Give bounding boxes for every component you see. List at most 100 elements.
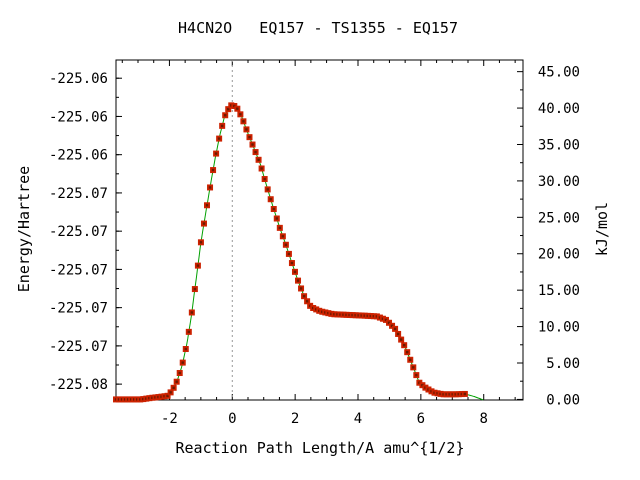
left-tick-label: -225.07 — [49, 224, 108, 240]
data-point-core — [220, 124, 224, 128]
data-point-core — [315, 308, 318, 311]
data-point-core — [439, 392, 442, 396]
data-point-core — [154, 396, 157, 399]
x-tick-label: -2 — [161, 411, 178, 427]
data-point-core — [242, 120, 245, 123]
data-point-core — [433, 391, 436, 394]
data-point-core — [384, 318, 388, 322]
data-point-core — [214, 152, 218, 155]
data-point-core — [211, 168, 215, 172]
data-point-core — [281, 235, 285, 238]
data-point-core — [324, 311, 327, 314]
data-point-core — [178, 371, 181, 375]
data-point-core — [139, 398, 142, 401]
data-point-core — [293, 270, 297, 274]
data-point-core — [451, 393, 454, 396]
left-tick-label: -225.07 — [49, 301, 108, 317]
data-point-core — [302, 294, 306, 298]
data-point-core — [351, 313, 354, 317]
data-point-core — [321, 310, 324, 313]
data-point-core — [339, 313, 342, 316]
data-point-core — [342, 313, 345, 316]
data-point-core — [375, 315, 379, 318]
data-point-core — [402, 344, 406, 347]
data-point-core — [308, 304, 312, 308]
data-point-core — [269, 198, 272, 201]
data-point-core — [296, 279, 300, 282]
data-point-core — [230, 104, 233, 107]
data-point-core — [272, 207, 275, 211]
energy-points — [113, 102, 468, 403]
data-point-core — [245, 128, 248, 131]
data-point-core — [311, 306, 315, 310]
data-point-core — [181, 361, 184, 364]
data-point-core — [287, 252, 291, 256]
data-point-core — [217, 137, 221, 140]
data-point-core — [299, 287, 303, 290]
data-point-core — [418, 381, 421, 384]
data-point-core — [184, 347, 187, 351]
right-tick-label: 25.00 — [538, 210, 580, 226]
data-point-core — [330, 312, 333, 316]
data-point-core — [415, 373, 418, 377]
data-point-core — [175, 380, 178, 383]
data-point-core — [254, 150, 257, 154]
y-axis-label-left: Energy/Hartree — [15, 166, 33, 292]
x-tick-label: 2 — [291, 411, 299, 427]
data-point-core — [457, 392, 460, 396]
data-point-core — [193, 287, 197, 291]
data-point-core — [460, 392, 464, 396]
x-tick-label: 8 — [479, 411, 487, 427]
data-point-core — [290, 261, 294, 265]
data-point-core — [263, 177, 266, 181]
data-point-core — [251, 143, 254, 146]
data-point-core — [163, 395, 166, 398]
data-point-core — [133, 398, 136, 401]
left-tick-label: -225.07 — [49, 339, 108, 355]
data-point-core — [442, 393, 445, 396]
data-point-core — [157, 395, 160, 399]
data-point-core — [142, 397, 145, 401]
data-point-core — [357, 314, 360, 317]
data-point-core — [412, 366, 415, 369]
right-tick-label: 30.00 — [538, 174, 580, 190]
data-point-core — [424, 386, 427, 389]
data-point-core — [166, 394, 169, 398]
data-point-core — [202, 222, 206, 225]
data-point-core — [390, 324, 394, 328]
left-y-axis: -225.08 -225.07 -225.07 -225.07 -225.07 -225.… — [49, 71, 122, 393]
data-point-core — [199, 241, 203, 244]
data-point-core — [190, 311, 194, 314]
data-point-core — [169, 391, 172, 394]
data-point-core — [227, 107, 230, 111]
data-point-core — [381, 317, 385, 320]
right-tick-label: 0.00 — [546, 392, 580, 408]
data-point-core — [406, 350, 409, 354]
data-point-core — [145, 397, 148, 400]
data-point-core — [172, 386, 175, 390]
data-point-core — [318, 309, 321, 313]
data-point-core — [160, 395, 163, 398]
data-point-core — [421, 383, 424, 387]
data-point-core — [372, 315, 376, 318]
data-point-core — [454, 393, 457, 396]
right-tick-label: 35.00 — [538, 137, 580, 153]
data-point-core — [393, 327, 397, 331]
data-point-core — [239, 113, 242, 116]
data-point-core — [427, 388, 430, 391]
data-point-core — [120, 398, 124, 401]
data-point-core — [366, 314, 369, 318]
data-point-core — [378, 316, 382, 319]
right-tick-label: 5.00 — [546, 356, 580, 372]
data-point-core — [151, 396, 154, 399]
data-point-core — [257, 158, 260, 161]
data-point-core — [387, 321, 391, 324]
data-point-core — [327, 311, 330, 315]
data-point-core — [233, 104, 236, 108]
data-point-core — [117, 398, 121, 401]
data-point-core — [187, 330, 191, 334]
data-point-core — [448, 393, 451, 396]
right-tick-label: 15.00 — [538, 283, 580, 299]
data-point-core — [463, 392, 467, 396]
